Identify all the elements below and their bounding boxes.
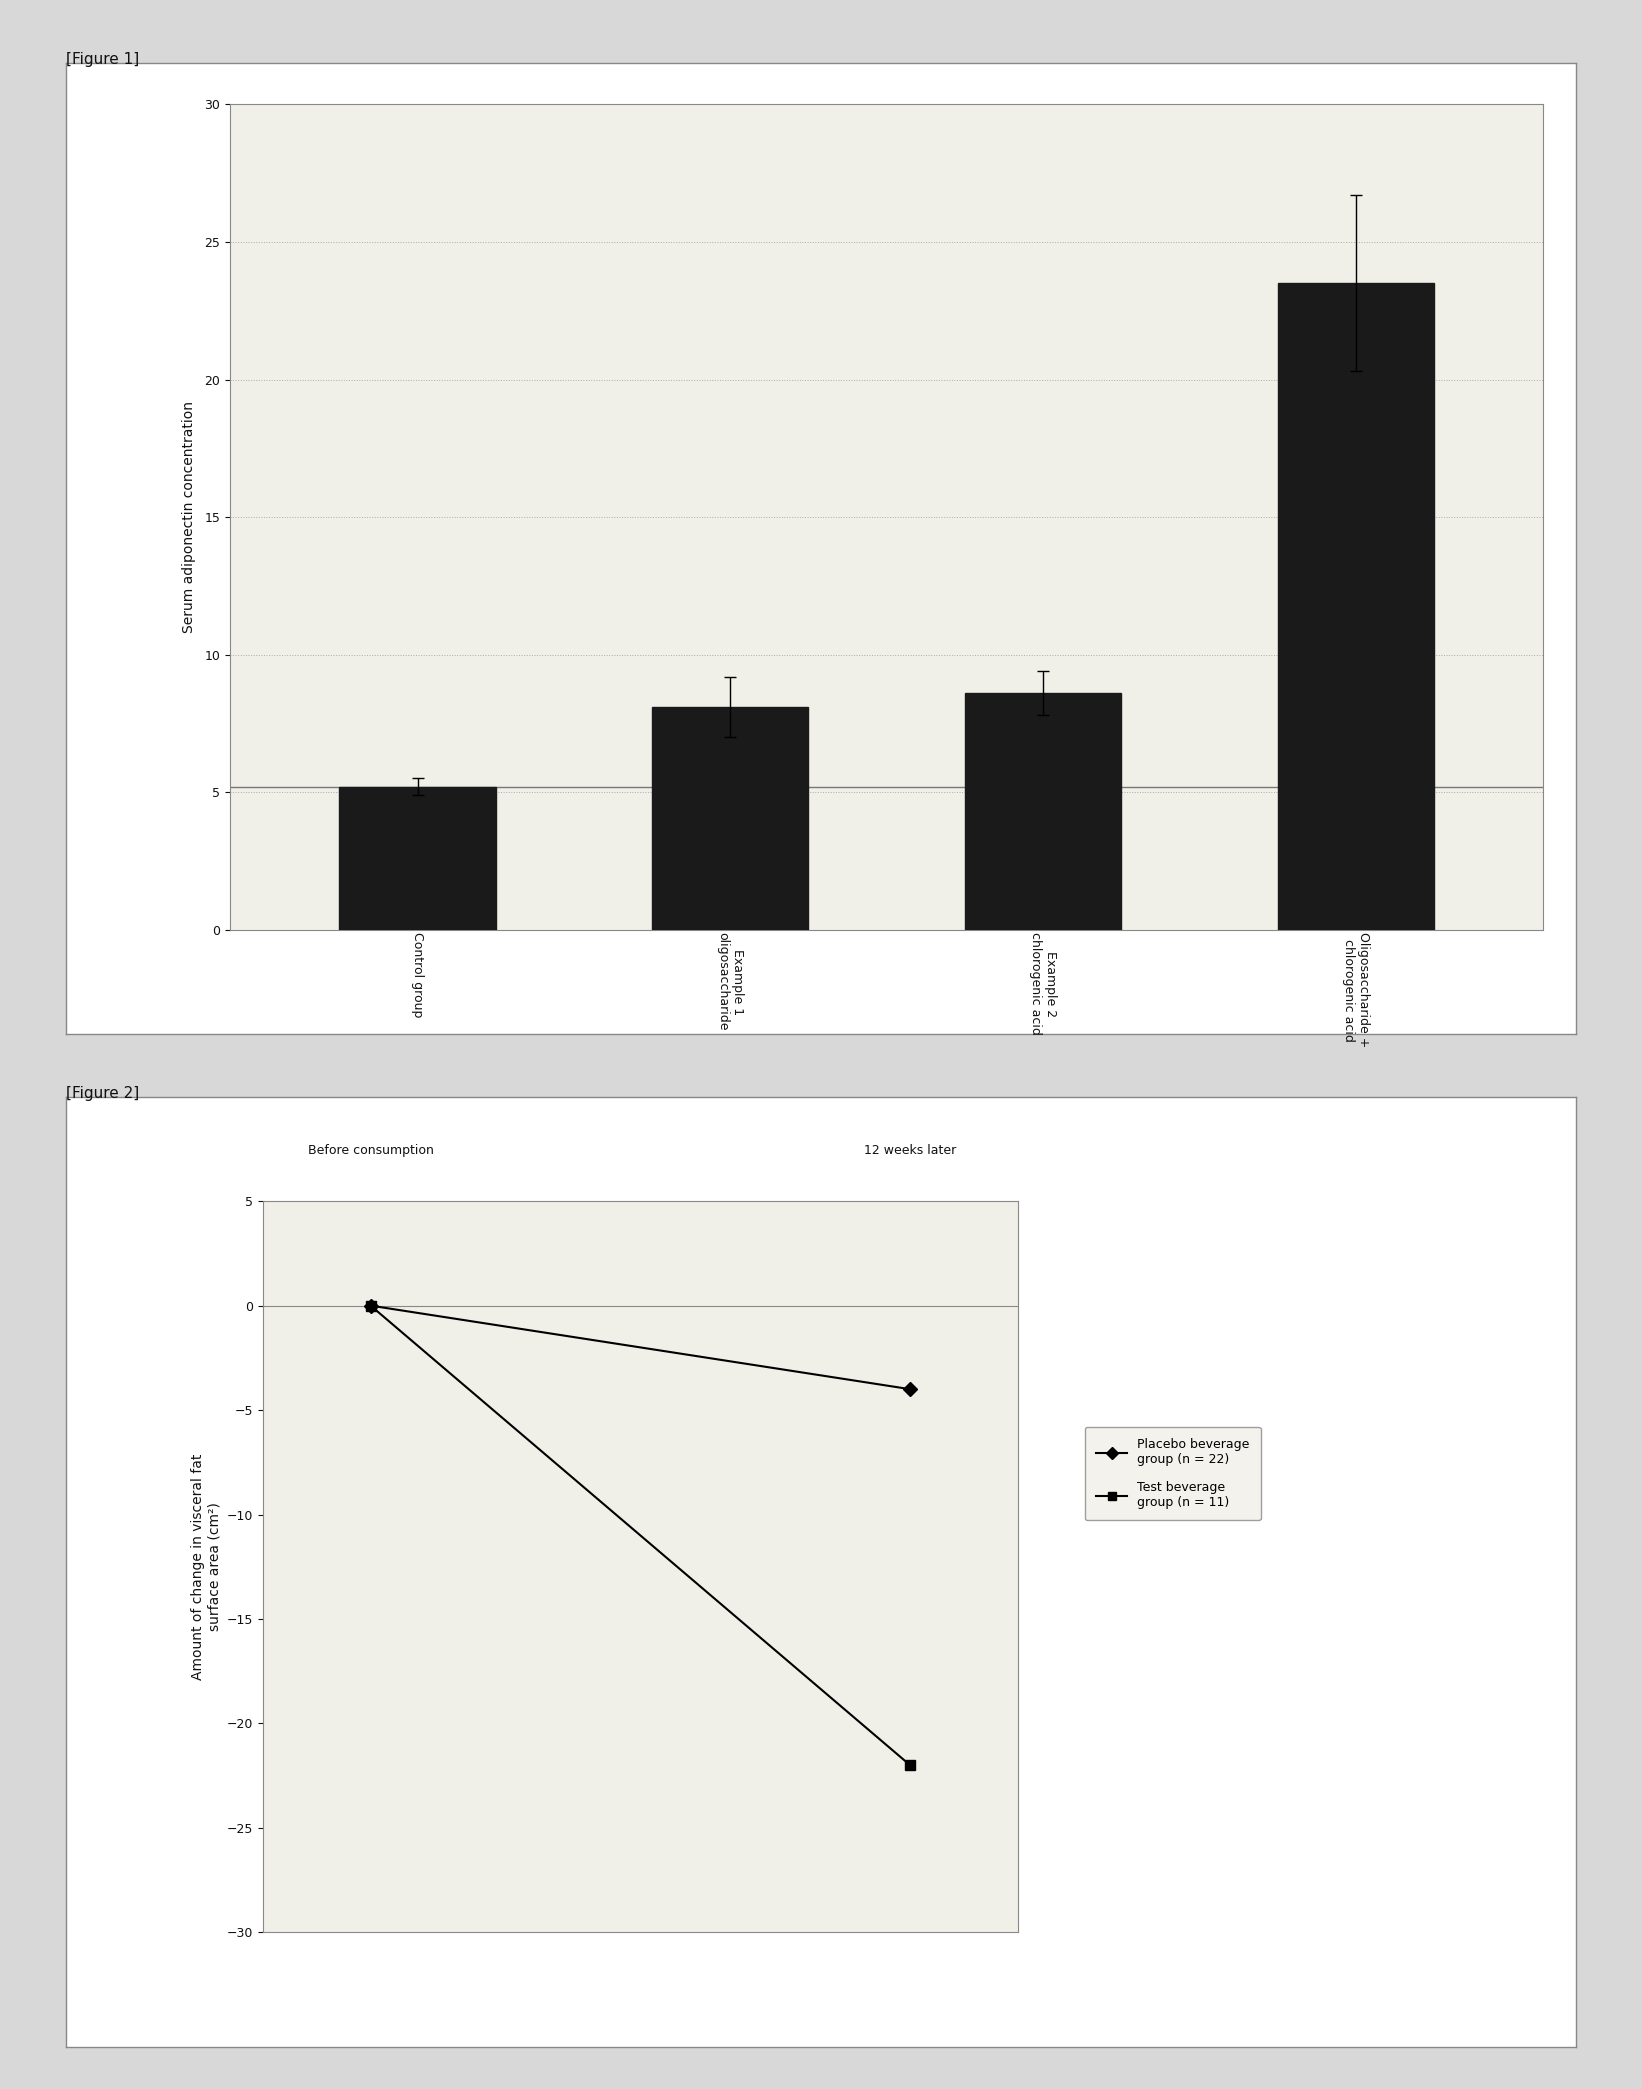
- Bar: [965, 694, 1121, 930]
- Text: [Figure 1]: [Figure 1]: [66, 52, 140, 67]
- Y-axis label: Amount of change in visceral fat
surface area (cm²): Amount of change in visceral fat surface…: [190, 1454, 222, 1680]
- Legend: Placebo beverage
group (n = 22), Test beverage
group (n = 11): Placebo beverage group (n = 22), Test be…: [1085, 1427, 1261, 1521]
- Y-axis label: Serum adiponectin concentration: Serum adiponectin concentration: [182, 401, 195, 633]
- Bar: [340, 788, 496, 930]
- Bar: [1277, 284, 1433, 930]
- Text: [Figure 2]: [Figure 2]: [66, 1086, 140, 1101]
- Text: Before consumption: Before consumption: [307, 1145, 433, 1157]
- Text: 12 weeks later: 12 weeks later: [864, 1145, 956, 1157]
- Bar: [652, 706, 808, 930]
